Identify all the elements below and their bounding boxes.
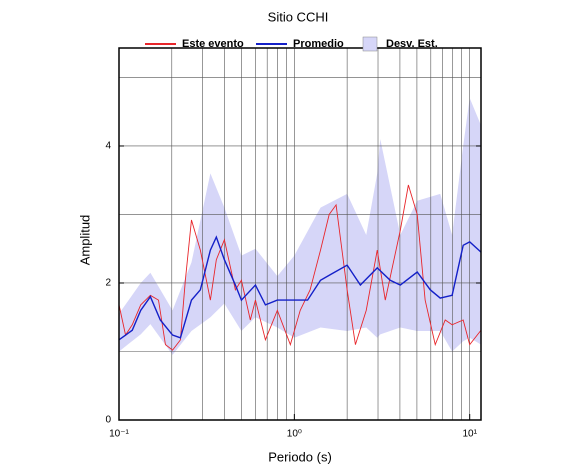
- legend-label: Este evento: [182, 38, 244, 50]
- x-axis-label: Periodo (s): [268, 449, 332, 464]
- chart-title: Sitio CCHI: [268, 9, 329, 24]
- plot-frame: [118, 47, 482, 421]
- y-tick-label: 2: [105, 278, 111, 289]
- y-tick-label: 4: [105, 141, 111, 152]
- legend-swatch: [362, 36, 378, 52]
- series-line: [118, 184, 482, 351]
- x-tick-label: 10⁻¹: [109, 429, 129, 440]
- legend-label: Desv. Est.: [386, 38, 438, 50]
- legend-label: Promedio: [293, 38, 344, 50]
- x-tick-label: 10¹: [462, 429, 477, 440]
- y-tick-label: 0: [105, 415, 111, 426]
- std-band: [119, 98, 481, 355]
- x-tick-label: 10⁰: [287, 429, 302, 440]
- series-line: [118, 235, 482, 341]
- y-axis-label: Amplitud: [77, 215, 92, 266]
